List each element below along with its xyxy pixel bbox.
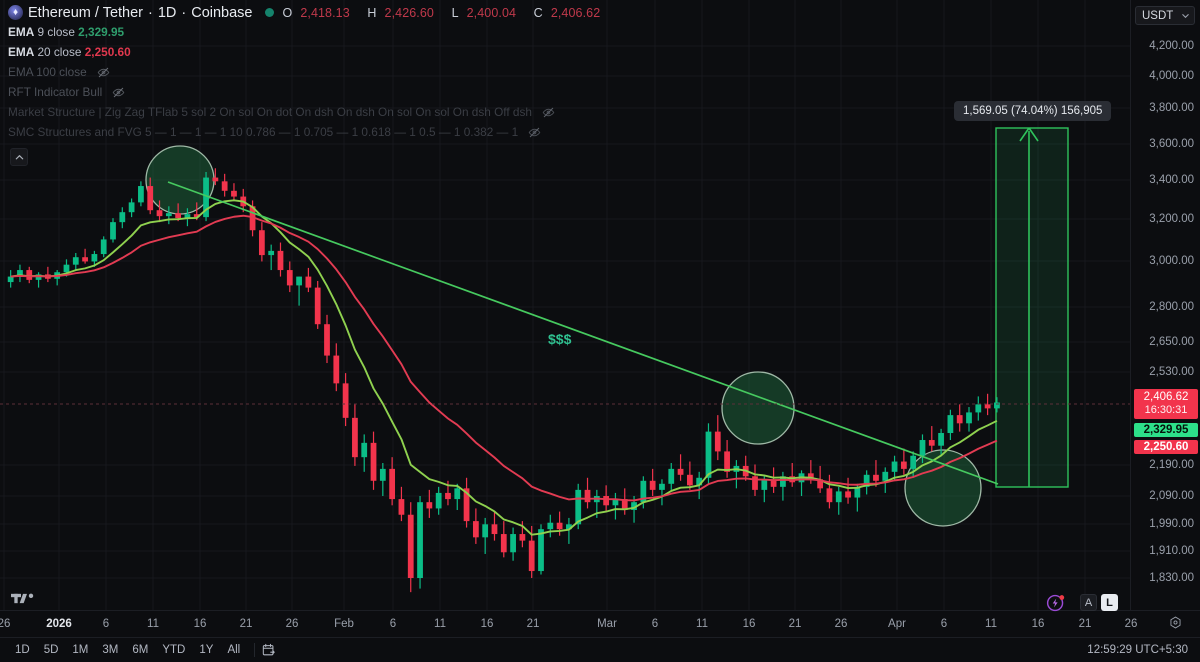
tradingview-logo bbox=[11, 588, 35, 605]
highlight-circle bbox=[904, 449, 982, 527]
time-tick: 26 bbox=[0, 618, 11, 630]
price-tick: 1,830.00 bbox=[1149, 572, 1194, 584]
time-tick: Feb bbox=[334, 618, 354, 630]
price-tick: 1,910.00 bbox=[1149, 545, 1194, 557]
hidden-eye-icon[interactable] bbox=[528, 126, 541, 139]
scale-toggle-group[interactable]: A L bbox=[1080, 594, 1118, 611]
time-tick: 6 bbox=[940, 618, 948, 630]
timeframe-1y[interactable]: 1Y bbox=[199, 644, 214, 656]
price-tick: 4,200.00 bbox=[1149, 40, 1194, 52]
price-tick: 3,600.00 bbox=[1149, 138, 1194, 150]
time-tick: Apr bbox=[888, 618, 906, 630]
timeframe-all[interactable]: All bbox=[227, 644, 241, 656]
chevron-down-icon bbox=[1182, 14, 1189, 19]
ema20-price[interactable]: 2,250.60 bbox=[1134, 440, 1198, 454]
time-tick: 6 bbox=[651, 618, 659, 630]
time-tick: 26 bbox=[1124, 618, 1138, 630]
last-price[interactable]: 2,406.62 16:30:31 bbox=[1134, 389, 1198, 419]
chart-canvas[interactable]: $$$ bbox=[0, 0, 1130, 610]
chevron-up-icon[interactable] bbox=[10, 148, 28, 166]
time-tick: 16 bbox=[1031, 618, 1045, 630]
time-tick: 26 bbox=[285, 618, 299, 630]
trendline-label: $$$ bbox=[548, 331, 572, 347]
ema9-price[interactable]: 2,329.95 bbox=[1134, 423, 1198, 437]
time-tick: 21 bbox=[526, 618, 540, 630]
timeframe-ytd[interactable]: YTD bbox=[162, 644, 186, 656]
price-tick: 3,400.00 bbox=[1149, 174, 1194, 186]
time-tick: Mar bbox=[597, 618, 617, 630]
hidden-eye-icon[interactable] bbox=[97, 66, 110, 79]
price-tick: 4,000.00 bbox=[1149, 70, 1194, 82]
price-tick: 3,000.00 bbox=[1149, 255, 1194, 267]
toolbar-divider bbox=[254, 643, 256, 657]
time-tick: 16 bbox=[742, 618, 756, 630]
highlight-circle bbox=[721, 371, 795, 445]
price-tick: 3,800.00 bbox=[1149, 102, 1194, 114]
log-scale-button[interactable]: L bbox=[1101, 594, 1118, 611]
price-axis[interactable]: USDT 4,200.00 4,000.00 3,800.00 3,600.00 3,4… bbox=[1130, 0, 1200, 610]
ema20-line bbox=[10, 214, 998, 502]
timeframe-1m[interactable]: 1M bbox=[72, 644, 89, 656]
lightning-alert-icon[interactable] bbox=[1046, 593, 1066, 613]
calendar-icon[interactable] bbox=[262, 643, 276, 657]
time-tick: 11 bbox=[147, 618, 159, 630]
time-tick: 2026 bbox=[46, 618, 72, 630]
countdown: 16:30:31 bbox=[1144, 404, 1188, 416]
price-tick: 2,650.00 bbox=[1149, 336, 1194, 348]
time-tick: 6 bbox=[102, 618, 110, 630]
measure-box bbox=[995, 127, 1069, 488]
time-tick: 6 bbox=[389, 618, 397, 630]
candle-series bbox=[7, 168, 1000, 593]
ema9-line bbox=[10, 199, 998, 536]
timezone-icon[interactable] bbox=[1169, 616, 1182, 632]
timeframe-6m[interactable]: 6M bbox=[132, 644, 149, 656]
measure-tooltip: 1,569.05 (74.04%) 156,905 bbox=[954, 101, 1112, 121]
time-tick: 11 bbox=[434, 618, 446, 630]
chart-plot-area[interactable]: $$$ bbox=[0, 0, 1130, 610]
time-tick: 21 bbox=[239, 618, 253, 630]
time-tick: 11 bbox=[985, 618, 997, 630]
price-tick: 2,800.00 bbox=[1149, 301, 1194, 313]
timeframe-1d[interactable]: 1D bbox=[15, 644, 30, 656]
time-tick: 21 bbox=[1078, 618, 1092, 630]
timeframe-3m[interactable]: 3M bbox=[102, 644, 119, 656]
time-tick: 16 bbox=[193, 618, 207, 630]
time-tick: 21 bbox=[788, 618, 802, 630]
price-tick: 2,190.00 bbox=[1149, 459, 1194, 471]
price-tick: 2,090.00 bbox=[1149, 490, 1194, 502]
price-tick: 3,200.00 bbox=[1149, 213, 1194, 225]
auto-scale-button[interactable]: A bbox=[1080, 594, 1097, 611]
time-axis[interactable]: 26 2026 6 11 16 21 26 Feb 6 11 16 21 Mar 6 11 16 21 26 Apr… bbox=[0, 610, 1200, 637]
price-tick: 1,990.00 bbox=[1149, 518, 1194, 530]
currency-selector[interactable]: USDT bbox=[1135, 6, 1195, 25]
clock-label: 12:59:29 UTC+5:30 bbox=[1087, 644, 1188, 656]
time-tick: 26 bbox=[834, 618, 848, 630]
time-tick: 16 bbox=[480, 618, 494, 630]
time-tick: 11 bbox=[696, 618, 708, 630]
hidden-eye-icon[interactable] bbox=[542, 106, 555, 119]
price-value: 2,406.62 bbox=[1143, 391, 1189, 403]
hidden-eye-icon[interactable] bbox=[112, 86, 125, 99]
currency-label: USDT bbox=[1142, 9, 1174, 22]
price-tick: 2,530.00 bbox=[1149, 366, 1194, 378]
bottom-toolbar[interactable]: 1D 5D 1M 3M 6M YTD 1Y All 12:59:29 UTC+5:30 bbox=[0, 637, 1200, 662]
trendline bbox=[167, 181, 999, 485]
timeframe-5d[interactable]: 5D bbox=[43, 644, 59, 656]
